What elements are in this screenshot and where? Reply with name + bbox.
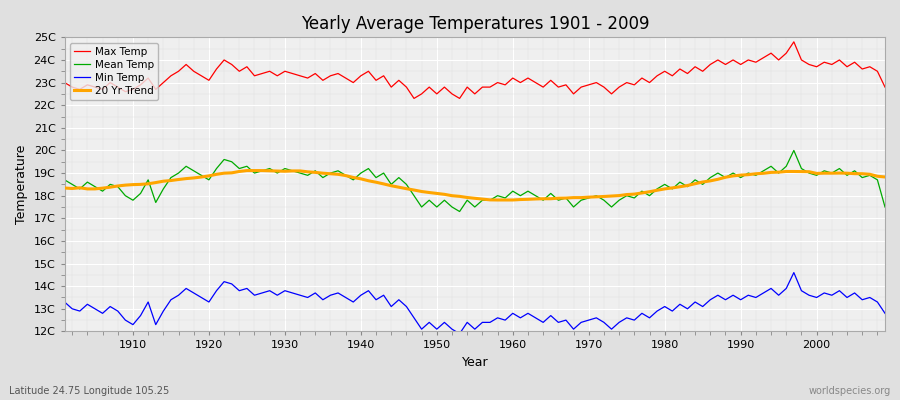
20 Yr Trend	[294, 168, 305, 173]
Max Temp	[333, 71, 344, 76]
Mean Temp	[59, 178, 70, 182]
Text: worldspecies.org: worldspecies.org	[809, 386, 891, 396]
Line: Min Temp: Min Temp	[65, 272, 885, 334]
Title: Yearly Average Temperatures 1901 - 2009: Yearly Average Temperatures 1901 - 2009	[301, 15, 649, 33]
Min Temp	[333, 290, 344, 295]
20 Yr Trend	[879, 174, 890, 179]
Max Temp	[788, 40, 799, 44]
20 Yr Trend	[241, 168, 252, 173]
20 Yr Trend	[59, 186, 70, 190]
Line: Max Temp: Max Temp	[65, 42, 885, 98]
Min Temp	[606, 327, 616, 332]
Min Temp	[508, 311, 518, 316]
Min Temp	[120, 318, 130, 322]
Max Temp	[287, 71, 298, 76]
Mean Temp	[287, 168, 298, 173]
Mean Temp	[454, 209, 465, 214]
Max Temp	[59, 80, 70, 85]
Mean Temp	[515, 193, 526, 198]
Min Temp	[879, 311, 890, 316]
20 Yr Trend	[340, 173, 351, 178]
Min Temp	[59, 300, 70, 304]
Max Temp	[409, 96, 419, 101]
Min Temp	[287, 290, 298, 295]
Min Temp	[515, 316, 526, 320]
Max Temp	[120, 89, 130, 94]
Y-axis label: Temperature: Temperature	[15, 145, 28, 224]
Min Temp	[454, 331, 465, 336]
Mean Temp	[879, 204, 890, 209]
20 Yr Trend	[523, 197, 534, 202]
Mean Temp	[120, 193, 130, 198]
Line: 20 Yr Trend: 20 Yr Trend	[65, 170, 885, 200]
Mean Temp	[606, 204, 616, 209]
Legend: Max Temp, Mean Temp, Min Temp, 20 Yr Trend: Max Temp, Mean Temp, Min Temp, 20 Yr Tre…	[70, 42, 158, 100]
Max Temp	[515, 80, 526, 85]
Max Temp	[606, 92, 616, 96]
20 Yr Trend	[120, 183, 130, 188]
Line: Mean Temp: Mean Temp	[65, 150, 885, 212]
20 Yr Trend	[500, 198, 510, 202]
20 Yr Trend	[515, 197, 526, 202]
Text: Latitude 24.75 Longitude 105.25: Latitude 24.75 Longitude 105.25	[9, 386, 169, 396]
X-axis label: Year: Year	[462, 356, 488, 369]
Max Temp	[508, 76, 518, 80]
20 Yr Trend	[614, 193, 625, 198]
Max Temp	[879, 85, 890, 90]
Mean Temp	[333, 168, 344, 173]
Mean Temp	[788, 148, 799, 153]
Mean Temp	[508, 189, 518, 194]
Min Temp	[788, 270, 799, 275]
